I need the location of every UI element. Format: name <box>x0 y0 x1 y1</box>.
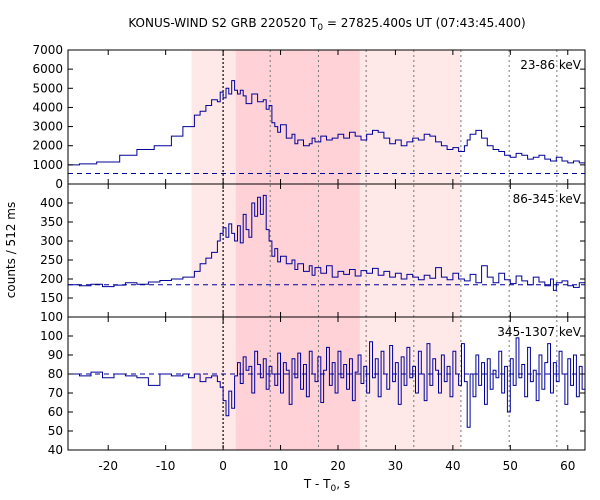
dark-region <box>235 50 360 450</box>
band-label-0: 23-86 keV <box>520 58 582 72</box>
y-tick-label-1-4: 300 <box>40 234 63 248</box>
y-tick-label-2-4: 80 <box>48 367 63 381</box>
y-tick-label-1-3: 250 <box>40 253 63 267</box>
y-tick-label-1-1: 150 <box>40 291 63 305</box>
x-tick-label-3: 10 <box>273 459 288 473</box>
y-tick-label-2-1: 50 <box>48 424 63 438</box>
panel-1: 100 150 200 250 300 350 400 86-345 keV <box>40 183 586 324</box>
y-tick-label-0-6: 6000 <box>32 62 63 76</box>
y-axis-label: counts / 512 ms <box>4 202 18 298</box>
x-axis-label: T - T0, s <box>303 477 350 494</box>
x-axis-ticks: -20 -10 0 10 20 30 40 50 60 <box>98 50 575 473</box>
y-tick-label-0-0: 0 <box>55 177 63 191</box>
x-tick-label-0: -20 <box>98 459 118 473</box>
x-tick-label-7: 50 <box>503 459 518 473</box>
y-tick-label-2-0: 40 <box>48 443 63 457</box>
x-tick-label-6: 40 <box>445 459 460 473</box>
y-tick-label-0-5: 5000 <box>32 81 63 95</box>
y-tick-label-1-2: 200 <box>40 272 63 286</box>
band-label-1: 86-345 keV <box>513 192 582 206</box>
x-tick-label-2: 0 <box>219 459 227 473</box>
chart-title: KONUS-WIND S2 GRB 220520 T0 = 27825.400s… <box>128 16 525 33</box>
series-line-0 <box>68 80 586 166</box>
x-tick-label-8: 60 <box>560 459 575 473</box>
y-tick-label-0-7: 7000 <box>32 43 63 57</box>
y-tick-label-0-3: 3000 <box>32 120 63 134</box>
y-tick-label-1-0: 100 <box>40 310 63 324</box>
x-tick-label-1: -10 <box>156 459 176 473</box>
y-tick-label-2-3: 70 <box>48 386 63 400</box>
series-line-2 <box>68 337 586 428</box>
y-tick-label-0-1: 1000 <box>32 158 63 172</box>
y-tick-label-2-5: 90 <box>48 348 63 362</box>
y-tick-label-1-5: 350 <box>40 215 63 229</box>
band-label-2: 345-1307 keV <box>497 325 581 339</box>
y-tick-label-2-6: 100 <box>40 329 63 343</box>
y-tick-label-0-2: 2000 <box>32 139 63 153</box>
y-tick-label-1-6: 400 <box>40 196 63 210</box>
highlight-regions <box>191 50 558 450</box>
y-tick-label-2-2: 60 <box>48 405 63 419</box>
panel-2: 40 50 60 70 80 90 100 345-1307 keV <box>40 316 586 457</box>
x-tick-label-4: 20 <box>330 459 345 473</box>
chart-panels: 0 1000 2000 3000 4000 5000 6000 7000 23-86 keV 10… <box>32 43 586 457</box>
series-line-1 <box>68 194 586 291</box>
y-tick-label-0-4: 4000 <box>32 100 63 114</box>
panel-frame-2 <box>67 316 586 451</box>
x-tick-label-5: 30 <box>388 459 403 473</box>
